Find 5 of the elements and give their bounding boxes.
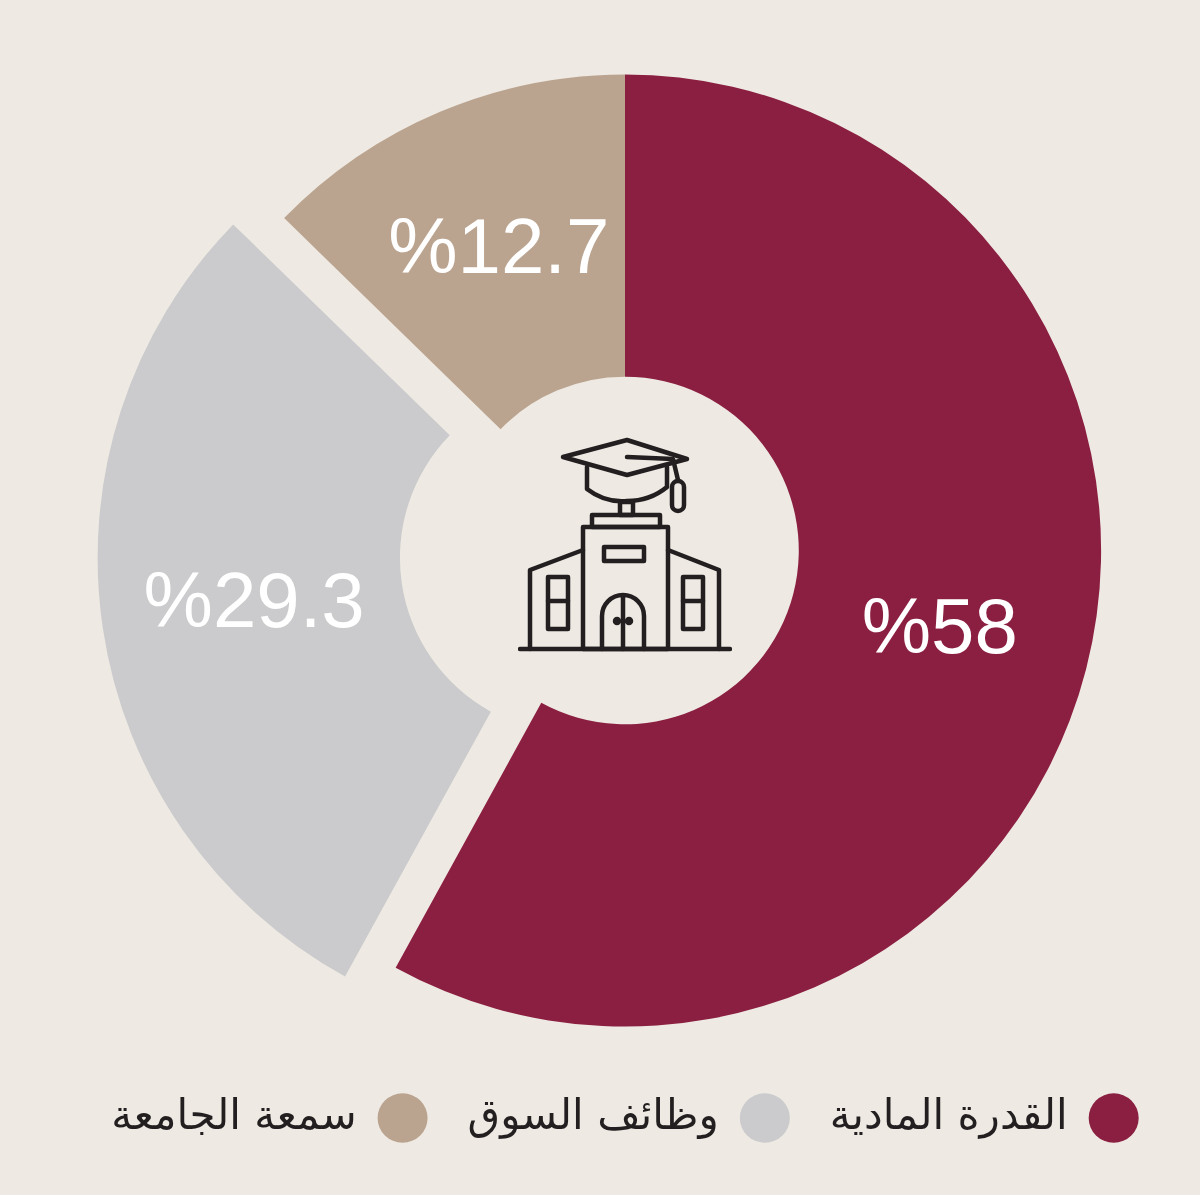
- legend-label: وظائف السوق: [467, 1089, 719, 1139]
- legend-label: القدرة المادية: [829, 1089, 1068, 1139]
- data-label: %58: [861, 581, 1018, 670]
- legend-label: سمعة الجامعة: [111, 1089, 357, 1139]
- data-label: %12.7: [388, 201, 610, 290]
